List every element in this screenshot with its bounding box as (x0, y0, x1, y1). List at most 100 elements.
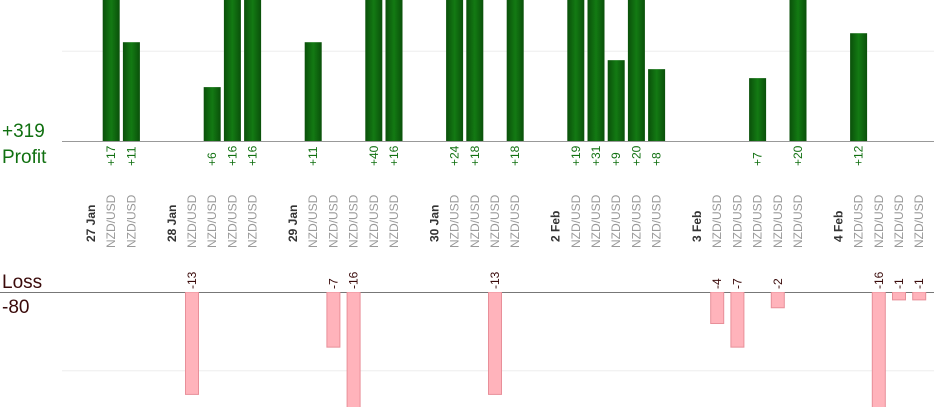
profit-label: +40 (367, 145, 381, 166)
pair-label: NZD/USD (387, 194, 401, 248)
pair-label: NZD/USD (791, 194, 805, 248)
date-label: 30 Jan (427, 205, 441, 242)
pair-label: NZD/USD (306, 194, 320, 248)
pair-label: NZD/USD (751, 194, 765, 248)
pair-label: NZD/USD (872, 194, 886, 248)
loss-bar (912, 292, 927, 301)
profit-bar (789, 0, 807, 141)
date-label: 2 Feb (549, 211, 563, 242)
profit-label: +16 (246, 145, 260, 166)
profit-label: +7 (751, 152, 765, 166)
profit-bar (122, 42, 140, 141)
profit-label: +6 (205, 152, 219, 166)
pair-label: NZD/USD (488, 194, 502, 248)
pair-label: NZD/USD (185, 194, 199, 248)
profit-bar (203, 87, 221, 141)
pair-label: NZD/USD (852, 194, 866, 248)
profit-label: +9 (609, 152, 623, 166)
loss-bar (488, 292, 502, 395)
profit-label: +20 (791, 145, 805, 166)
loss-label: -1 (892, 278, 906, 289)
loss-label: -16 (872, 271, 886, 289)
profit-bar (648, 69, 666, 141)
profit-bar (506, 0, 524, 141)
pair-label: NZD/USD (508, 194, 522, 248)
loss-label: -16 (347, 271, 361, 289)
loss-label: -2 (771, 278, 785, 289)
profit-label: +12 (852, 145, 866, 166)
pair-label: NZD/USD (205, 194, 219, 248)
profit-bar (567, 0, 585, 141)
pair-label: NZD/USD (448, 194, 462, 248)
loss-label: -13 (488, 271, 502, 289)
pair-label: NZD/USD (730, 194, 744, 248)
profit-bar (587, 0, 605, 141)
profit-bar (304, 42, 322, 141)
profit-bar (244, 0, 262, 141)
loss-label: -7 (730, 278, 744, 289)
loss-bar (770, 292, 785, 309)
pair-label: NZD/USD (912, 194, 926, 248)
loss-bar (892, 292, 906, 301)
pair-label: NZD/USD (892, 194, 906, 248)
date-label: 28 Jan (165, 205, 179, 242)
profit-bar (850, 33, 868, 141)
pair-label: NZD/USD (609, 194, 623, 248)
pair-label: NZD/USD (246, 194, 260, 248)
profit-total: +319 (2, 121, 45, 142)
profit-bar (627, 0, 645, 141)
pair-label: NZD/USD (347, 194, 361, 248)
loss-bar (346, 292, 361, 407)
pair-label: NZD/USD (124, 194, 138, 248)
profit-bar (223, 0, 241, 141)
pair-label: NZD/USD (468, 194, 482, 248)
pair-label: NZD/USD (629, 194, 643, 248)
profit-label: +11 (124, 146, 138, 166)
date-label: 4 Feb (831, 211, 845, 242)
pair-label: NZD/USD (650, 194, 664, 248)
loss-label: -4 (710, 278, 724, 289)
pair-label: NZD/USD (367, 194, 381, 248)
date-label: 3 Feb (690, 211, 704, 242)
loss-bar (185, 292, 199, 395)
profit-label: +16 (387, 145, 401, 166)
loss-bar (730, 292, 745, 348)
profit-label: +11 (306, 146, 320, 166)
pair-label: NZD/USD (104, 194, 118, 248)
loss-bars (185, 292, 927, 407)
loss-bar (710, 292, 725, 325)
loss-label: -1 (912, 278, 926, 289)
pair-label: NZD/USD (589, 194, 603, 248)
profit-bar (466, 0, 484, 141)
profit-label: +8 (650, 152, 664, 166)
pair-label: NZD/USD (326, 194, 340, 248)
profit-bar (102, 0, 120, 141)
loss-bar (326, 292, 341, 348)
profit-bar (749, 78, 767, 141)
loss-total: -80 (2, 297, 29, 318)
profit-bar (385, 0, 403, 141)
profit-label: +16 (225, 145, 239, 166)
pair-label: NZD/USD (771, 194, 785, 248)
pair-label: NZD/USD (569, 194, 583, 248)
profit-label: +31 (589, 145, 603, 166)
date-label: 29 Jan (286, 205, 300, 242)
pair-label: NZD/USD (710, 194, 724, 248)
date-label: 27 Jan (84, 205, 98, 242)
loss-bar (871, 292, 886, 407)
profit-bar (446, 0, 464, 141)
profit-legend: Profit (2, 147, 47, 168)
profit-label: +17 (104, 145, 118, 166)
loss-legend: Loss (2, 272, 42, 293)
profit-label: +18 (508, 145, 522, 166)
loss-label: -7 (326, 278, 340, 289)
pair-label: NZD/USD (225, 194, 239, 248)
profit-label: +20 (629, 145, 643, 166)
profit-bar (365, 0, 383, 141)
profit-label: +18 (468, 145, 482, 166)
profit-bars (102, 0, 868, 141)
loss-label: -13 (185, 271, 199, 289)
profit-label: +19 (569, 145, 583, 166)
profit-bar (607, 60, 625, 141)
